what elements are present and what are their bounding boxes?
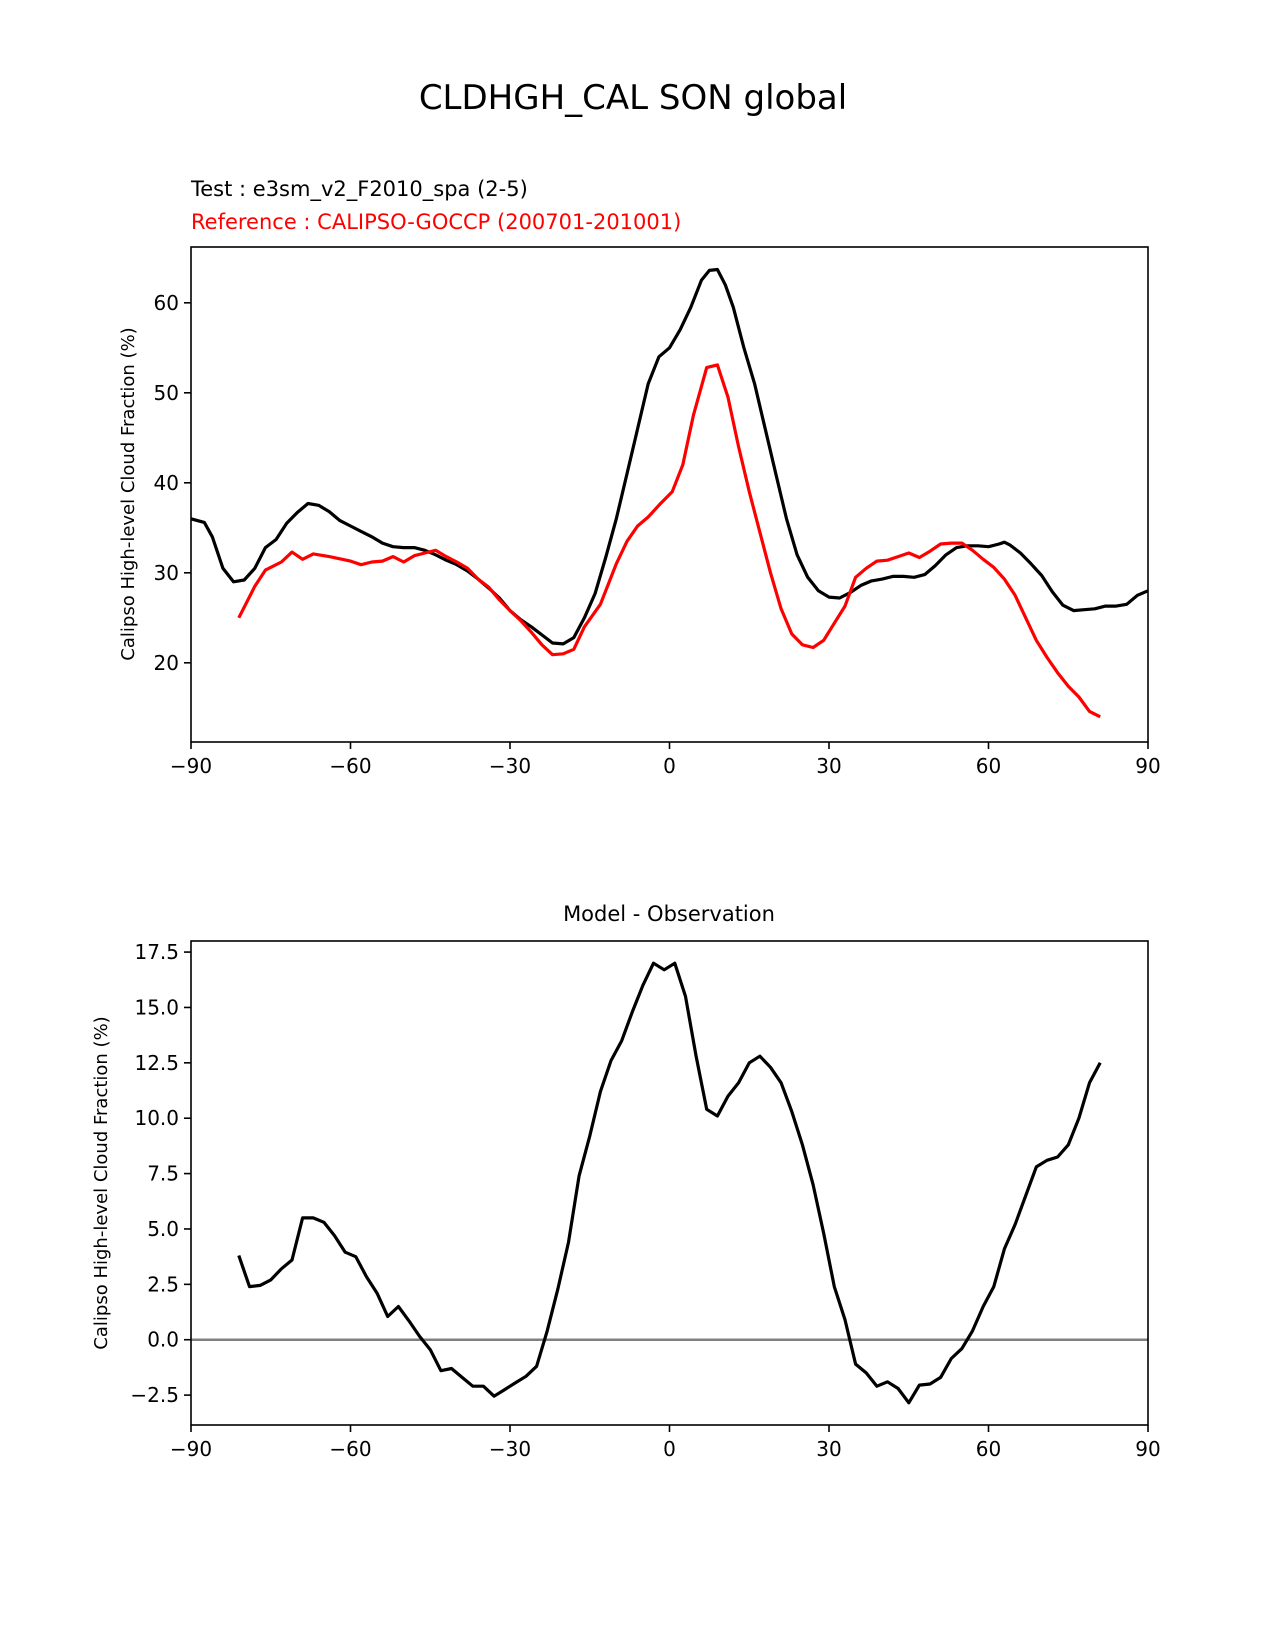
- x-tick-label: −60: [329, 754, 371, 778]
- x-tick-label: 0: [663, 1437, 676, 1461]
- x-tick-label: −90: [170, 754, 212, 778]
- y-tick-label: 10.0: [134, 1106, 179, 1130]
- x-tick-label: 30: [816, 754, 841, 778]
- x-tick-label: 60: [976, 1437, 1001, 1461]
- y-tick-label: 50: [154, 381, 179, 405]
- y-tick-label: 7.5: [147, 1162, 179, 1186]
- x-tick-label: 60: [976, 754, 1001, 778]
- x-tick-label: −60: [329, 1437, 371, 1461]
- y-tick-label: 15.0: [134, 995, 179, 1019]
- y-tick-label: 5.0: [147, 1217, 179, 1241]
- x-tick-label: 0: [663, 754, 676, 778]
- y-tick-label: 12.5: [134, 1051, 179, 1075]
- y-tick-label: 60: [154, 291, 179, 315]
- y-tick-label: 2.5: [147, 1272, 179, 1296]
- suptitle: CLDHGH_CAL SON global: [419, 78, 847, 118]
- y-tick-label: 0.0: [147, 1328, 179, 1352]
- y-tick-label: −2.5: [130, 1383, 179, 1407]
- reference-label: Reference : CALIPSO-GOCCP (200701-201001…: [191, 210, 681, 234]
- x-tick-label: −30: [489, 754, 531, 778]
- y-tick-label: 17.5: [134, 940, 179, 964]
- series-reference-line: [237, 363, 1101, 719]
- x-tick-label: −90: [170, 1437, 212, 1461]
- test-label: Test : e3sm_v2_F2010_spa (2-5): [190, 177, 528, 202]
- top-axes: Test : e3sm_v2_F2010_spa (2-5) Reference…: [118, 177, 1161, 778]
- bottom-y-axis-label: Calipso High-level Cloud Fraction (%): [91, 1016, 112, 1349]
- bottom-axes: Model - Observation Calipso High-level C…: [91, 902, 1161, 1461]
- top-y-axis-label: Calipso High-level Cloud Fraction (%): [118, 327, 139, 660]
- bottom-title: Model - Observation: [563, 902, 775, 926]
- series-difference-line: [237, 961, 1102, 1405]
- x-tick-label: 90: [1135, 754, 1160, 778]
- y-tick-label: 20: [154, 651, 179, 675]
- x-tick-label: 30: [816, 1437, 841, 1461]
- series-test-line: [191, 267, 1148, 646]
- x-tick-label: −30: [489, 1437, 531, 1461]
- x-tick-label: 90: [1135, 1437, 1160, 1461]
- y-tick-label: 30: [154, 561, 179, 585]
- axes-frame: [190, 940, 1149, 1426]
- y-tick-label: 40: [154, 471, 179, 495]
